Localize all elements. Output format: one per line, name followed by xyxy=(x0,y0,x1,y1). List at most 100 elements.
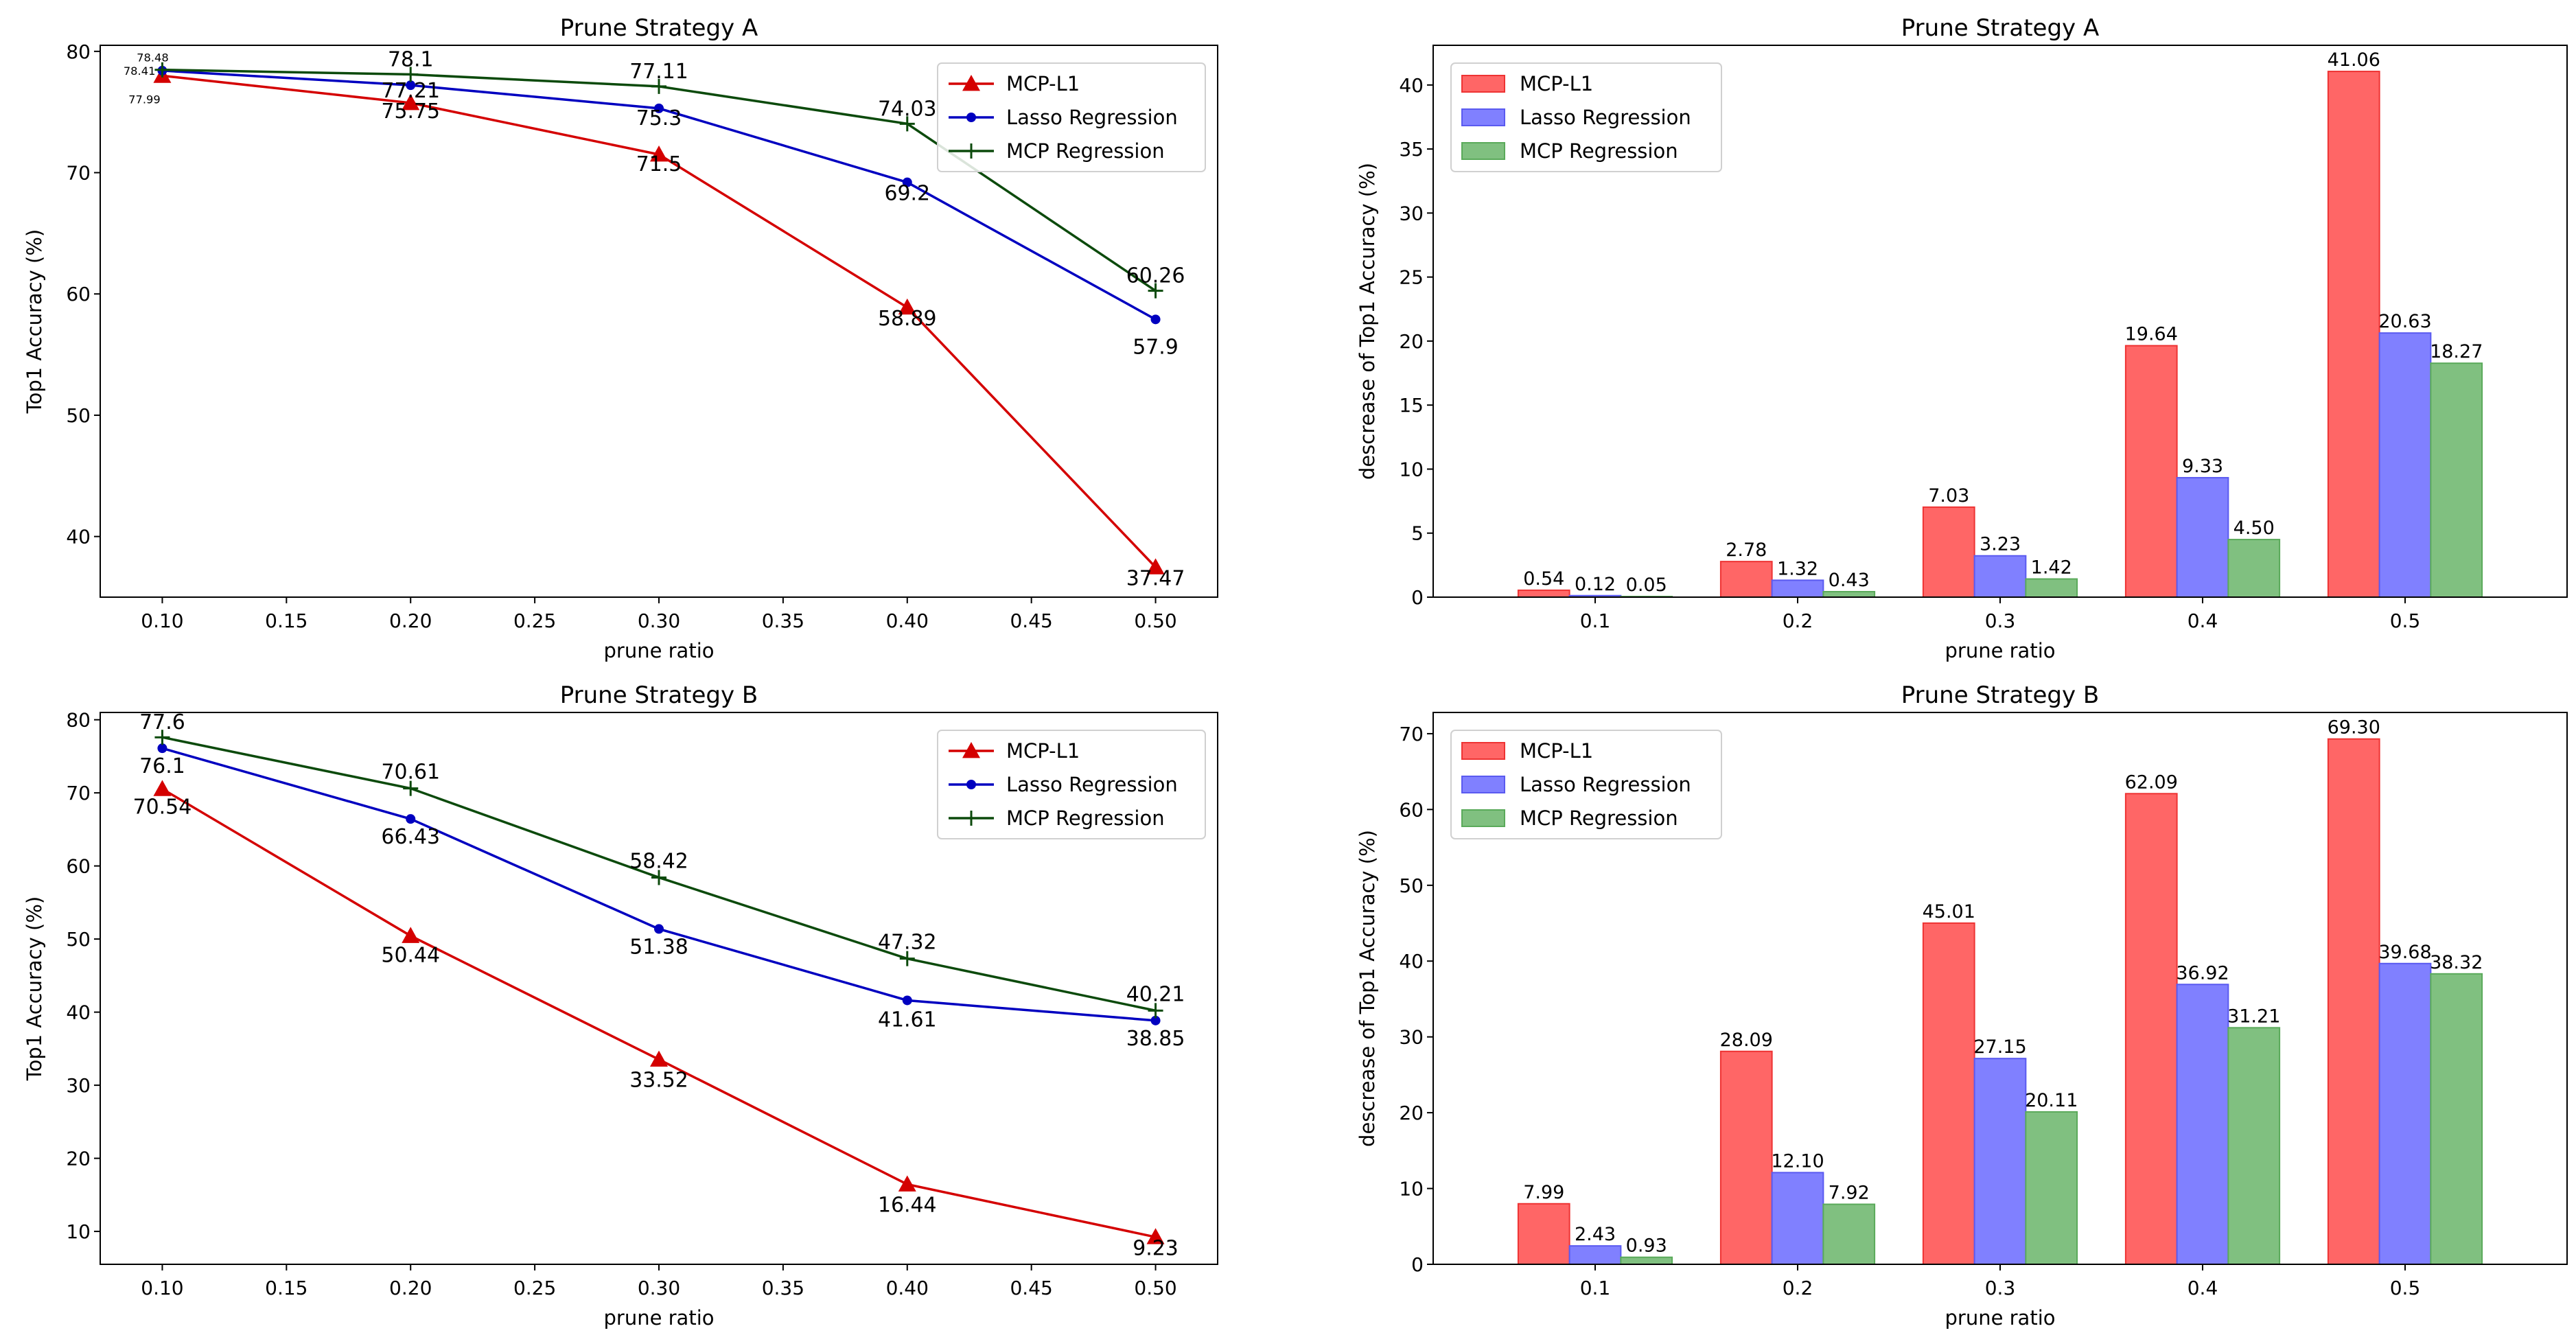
data-label: 77.21 xyxy=(381,79,440,103)
x-tick-label: 0.20 xyxy=(389,610,432,632)
bar-value-label: 39.68 xyxy=(2378,942,2431,963)
bar-lasso-regression xyxy=(1973,555,2027,599)
plus-marker xyxy=(651,78,666,94)
bar-chart-strategy-b: Prune Strategy B prune ratio descrease of … xyxy=(1356,682,2568,1330)
x-tick-label: 0.50 xyxy=(1134,1277,1176,1299)
bar-mcp-regression xyxy=(2227,1027,2281,1265)
dot-marker xyxy=(902,177,912,187)
bar-value-label: 27.15 xyxy=(1973,1036,2026,1058)
y-tick-label: 20 xyxy=(66,1148,91,1170)
bar-value-label: 69.30 xyxy=(2328,717,2380,739)
data-label: 50.44 xyxy=(381,943,440,967)
bar-value-label: 9.33 xyxy=(2182,456,2223,477)
legend-label: MCP Regression xyxy=(1006,139,1165,163)
legend-label: MCP Regression xyxy=(1006,806,1165,830)
bar-value-label: 18.27 xyxy=(2430,341,2483,362)
data-label: 71.5 xyxy=(636,152,682,176)
dot-marker xyxy=(1150,1015,1161,1025)
x-tick-label: 0.35 xyxy=(762,610,804,632)
y-axis-label: descrease of Top1 Accuracy (%) xyxy=(1356,830,1379,1147)
chart-title: Prune Strategy B xyxy=(560,682,758,709)
data-label: 77.6 xyxy=(139,710,185,734)
dot-marker xyxy=(406,80,416,91)
legend-swatch xyxy=(1461,108,1505,126)
plus-marker xyxy=(964,811,979,826)
x-tick-label: 0.25 xyxy=(513,1277,556,1299)
y-tick-label: 10 xyxy=(1399,458,1424,480)
legend-box xyxy=(937,730,1206,839)
plot-area-frame xyxy=(100,712,1218,1265)
bar-mcp-regression xyxy=(2227,539,2281,598)
bar-mcp-l1 xyxy=(2124,793,2178,1265)
bar-mcp-regression xyxy=(1620,1256,1673,1266)
legend-box xyxy=(1450,730,1722,839)
y-tick-label: 30 xyxy=(1399,1026,1424,1049)
bar-value-label: 2.78 xyxy=(1726,539,1767,561)
bar-value-label: 0.05 xyxy=(1626,574,1667,596)
plot-area-frame xyxy=(1432,712,2568,1265)
bar-value-label: 7.92 xyxy=(1829,1183,1870,1204)
triangle-marker xyxy=(898,298,916,315)
legend-label: Lasso Regression xyxy=(1006,106,1178,129)
bar-mcp-l1 xyxy=(1922,506,1975,599)
x-tick-label: 0.40 xyxy=(886,610,929,632)
y-tick-label: 60 xyxy=(1399,798,1424,821)
y-tick-label: 70 xyxy=(66,782,91,804)
data-label: 47.32 xyxy=(878,931,937,955)
y-tick-label: 70 xyxy=(1399,723,1424,745)
bar-chart-strategy-a: Prune Strategy A prune ratio descrease of … xyxy=(1356,14,2568,662)
dot-marker xyxy=(1150,314,1161,325)
y-tick-label: 60 xyxy=(66,855,91,878)
y-tick-label: 50 xyxy=(66,928,91,951)
x-tick-label: 0.15 xyxy=(265,610,308,632)
chart-panel-bottom-left: Prune Strategy B prune ratio Top1 Accuracy… xyxy=(0,667,1288,1334)
y-tick-label: 15 xyxy=(1399,394,1424,417)
triangle-marker xyxy=(1146,558,1165,574)
plus-marker xyxy=(154,62,170,78)
bar-lasso-regression xyxy=(1771,1172,1824,1265)
bar-mcp-l1 xyxy=(1517,589,1570,599)
y-tick-label: 5 xyxy=(1411,522,1424,545)
data-label: 57.9 xyxy=(1133,335,1179,359)
triangle-marker xyxy=(650,146,668,162)
bar-value-label: 62.09 xyxy=(2125,771,2178,793)
x-tick-label: 0.45 xyxy=(1010,610,1052,632)
x-tick-label: 0.20 xyxy=(389,1277,432,1299)
data-label: 33.52 xyxy=(629,1069,688,1093)
plus-marker xyxy=(651,870,666,885)
y-axis-label: Top1 Accuracy (%) xyxy=(23,229,46,414)
bar-mcp-l1 xyxy=(1719,1050,1773,1265)
x-tick-label: 0.10 xyxy=(141,1277,183,1299)
x-tick-label: 0.4 xyxy=(2188,610,2218,632)
data-label: 74.03 xyxy=(878,97,937,121)
data-label: 38.85 xyxy=(1126,1027,1185,1051)
plus-marker xyxy=(403,67,419,82)
x-tick-label: 0.2 xyxy=(1783,1277,1813,1299)
bar-value-label: 4.50 xyxy=(2233,518,2275,539)
bar-value-label: 36.92 xyxy=(2176,962,2229,984)
y-tick-label: 50 xyxy=(1399,874,1424,897)
bar-value-label: 3.23 xyxy=(1980,534,2021,555)
legend-swatch xyxy=(1461,142,1505,160)
legend-box xyxy=(1450,62,1722,172)
x-tick-label: 0.30 xyxy=(638,1277,680,1299)
data-label: 75.75 xyxy=(381,100,440,124)
x-tick-label: 0.3 xyxy=(1985,610,2016,632)
data-label: 58.89 xyxy=(878,307,937,331)
legend-label: MCP-L1 xyxy=(1006,72,1080,95)
bar-value-label: 12.10 xyxy=(1771,1150,1824,1172)
bar-value-label: 38.32 xyxy=(2430,952,2483,973)
bar-value-label: 0.43 xyxy=(1829,570,1870,591)
bar-mcp-l1 xyxy=(1517,1203,1570,1265)
x-tick-label: 0.25 xyxy=(513,610,556,632)
legend-label: MCP Regression xyxy=(1520,139,1678,163)
data-label: 77.99 xyxy=(128,93,161,106)
y-tick-label: 25 xyxy=(1399,266,1424,289)
bar-value-label: 19.64 xyxy=(2125,324,2178,345)
bar-mcp-regression xyxy=(2025,578,2078,599)
dot-marker xyxy=(966,780,976,789)
data-label: 58.42 xyxy=(629,849,688,873)
x-axis-label: prune ratio xyxy=(1945,639,2055,662)
x-tick-label: 0.40 xyxy=(886,1277,929,1299)
data-label: 16.44 xyxy=(878,1193,937,1217)
